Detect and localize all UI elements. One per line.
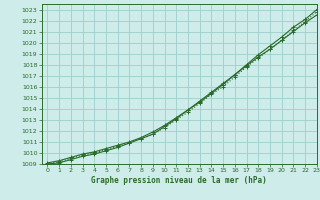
X-axis label: Graphe pression niveau de la mer (hPa): Graphe pression niveau de la mer (hPa) <box>91 176 267 185</box>
